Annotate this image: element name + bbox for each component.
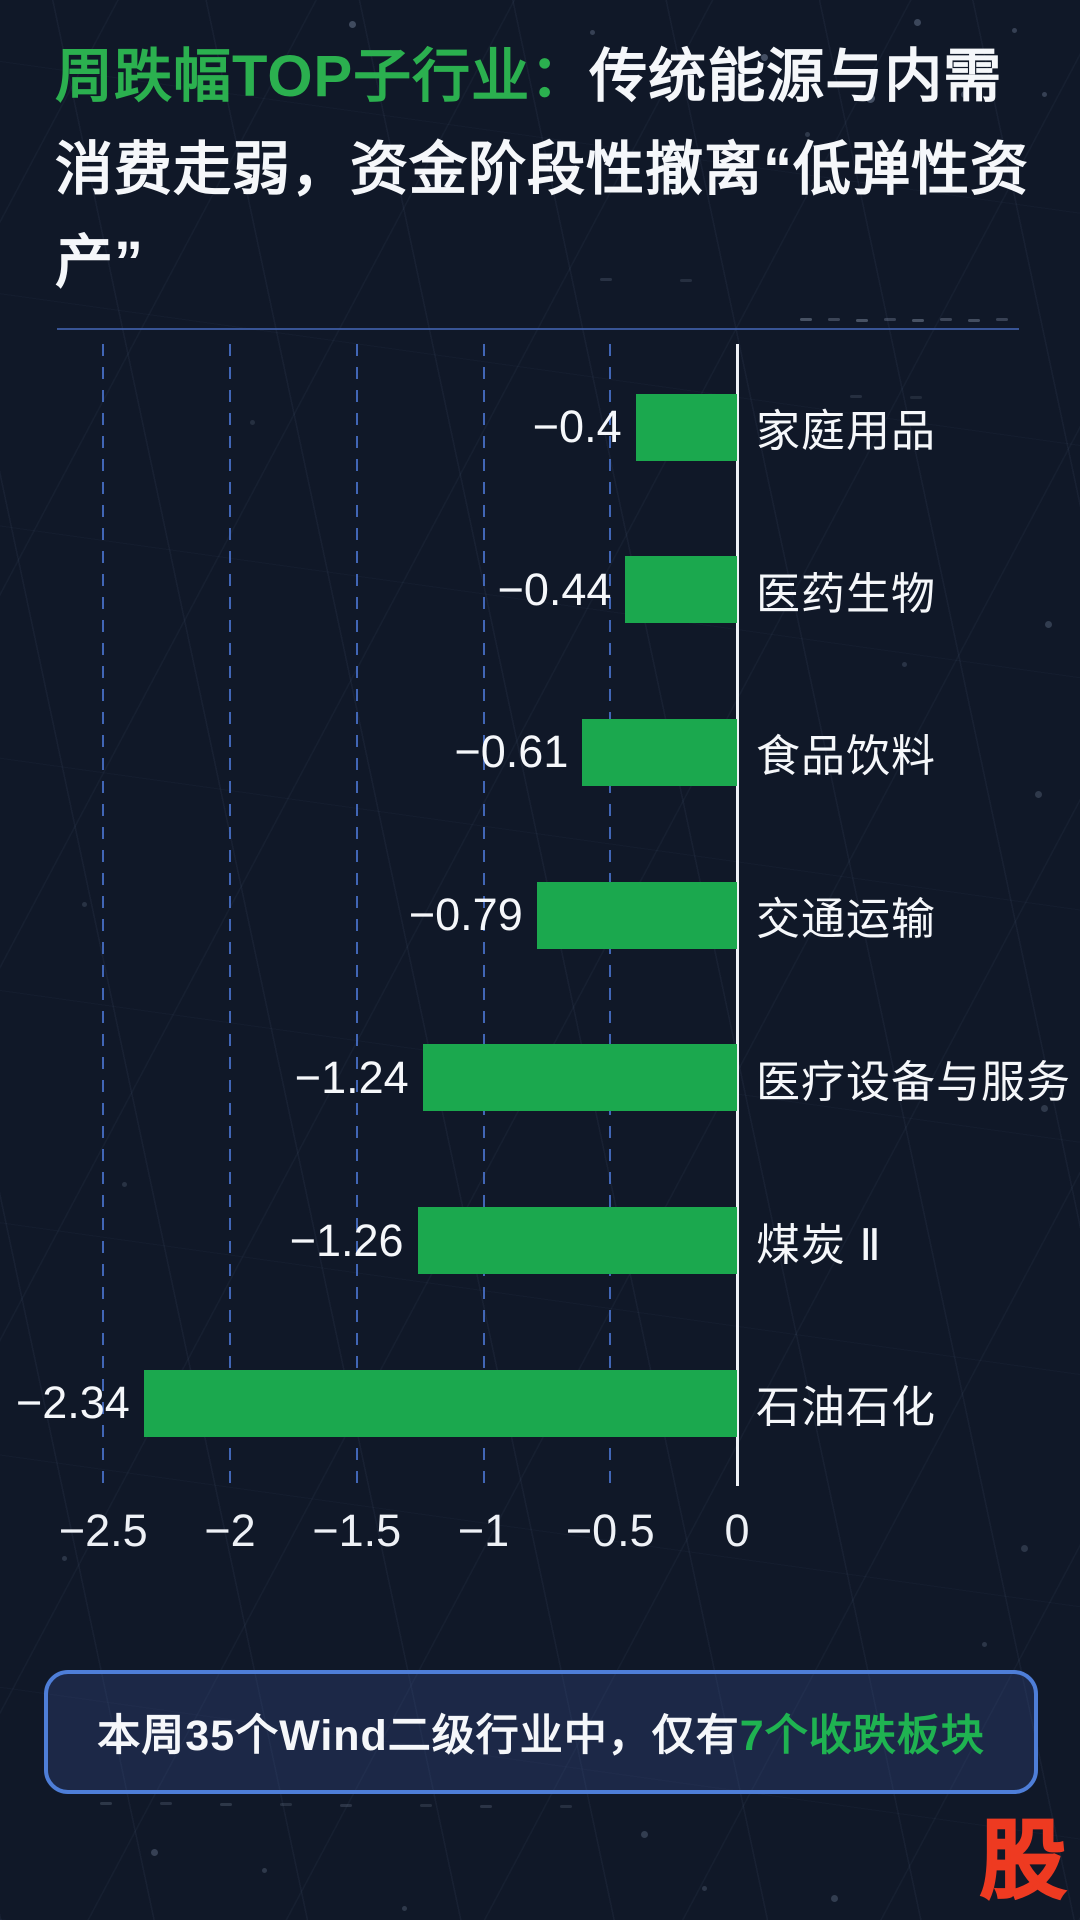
bar (417, 1207, 737, 1274)
bar (422, 1044, 737, 1112)
vertical-gridline (229, 344, 231, 1486)
x-tick-label: −2.5 (58, 1505, 148, 1556)
x-tick-label: −1.5 (312, 1505, 402, 1556)
vertical-gridline (102, 344, 105, 1486)
vertical-gridline (482, 344, 485, 1486)
bar-value-label: −0.61 (454, 726, 569, 778)
bar-value-label: −0.79 (408, 889, 523, 941)
summary-text-highlight: 7个收跌板块 (739, 1712, 985, 1760)
bar (625, 556, 737, 624)
page-title: 周跌幅TOP子行业：传统能源与内需消费走弱，资金阶段性撤离“低弹性资产” (55, 30, 1033, 309)
bar-category-label: 石油石化 (756, 1383, 936, 1433)
x-tick-label: 0 (724, 1505, 750, 1556)
bar-value-label: −0.44 (497, 563, 612, 615)
brand-logo: 股 (979, 1813, 1067, 1909)
bar-category-label: 医疗设备与服务 (756, 1057, 1071, 1107)
bar-category-label: 煤炭 Ⅱ (756, 1220, 882, 1270)
bar (143, 1369, 737, 1437)
title-rest: 传统能源与内需消费走弱，资金阶段性撤离“低弹性资产” (55, 44, 1030, 295)
bar-value-label: −1.26 (289, 1214, 404, 1266)
zero-axis-line (735, 344, 739, 1486)
x-tick-label: −2 (204, 1505, 256, 1556)
bar-value-label: −1.24 (294, 1051, 409, 1103)
bar-category-label: 交通运输 (756, 895, 936, 945)
x-tick-label: −1 (457, 1505, 510, 1556)
summary-text-plain: 本周35个Wind二级行业中，仅有 (97, 1712, 740, 1760)
title-highlight: 周跌幅TOP子行业： (55, 44, 590, 109)
summary-text: 本周35个Wind二级行业中，仅有7个收跌板块 (97, 1701, 984, 1763)
bar-category-label: 家庭用品 (756, 407, 936, 456)
bar-value-label: −2.34 (15, 1377, 130, 1429)
bar-category-label: 医药生物 (756, 569, 936, 619)
x-tick-label: −0.5 (565, 1505, 655, 1556)
vertical-gridline (355, 344, 358, 1486)
summary-banner: 本周35个Wind二级行业中，仅有7个收跌板块 (44, 1670, 1038, 1794)
bar (582, 718, 737, 786)
bar-value-label: −0.4 (532, 401, 622, 452)
bar-category-label: 食品饮料 (756, 732, 936, 782)
title-divider (57, 328, 1019, 330)
bar (536, 881, 737, 949)
bar (635, 393, 737, 461)
